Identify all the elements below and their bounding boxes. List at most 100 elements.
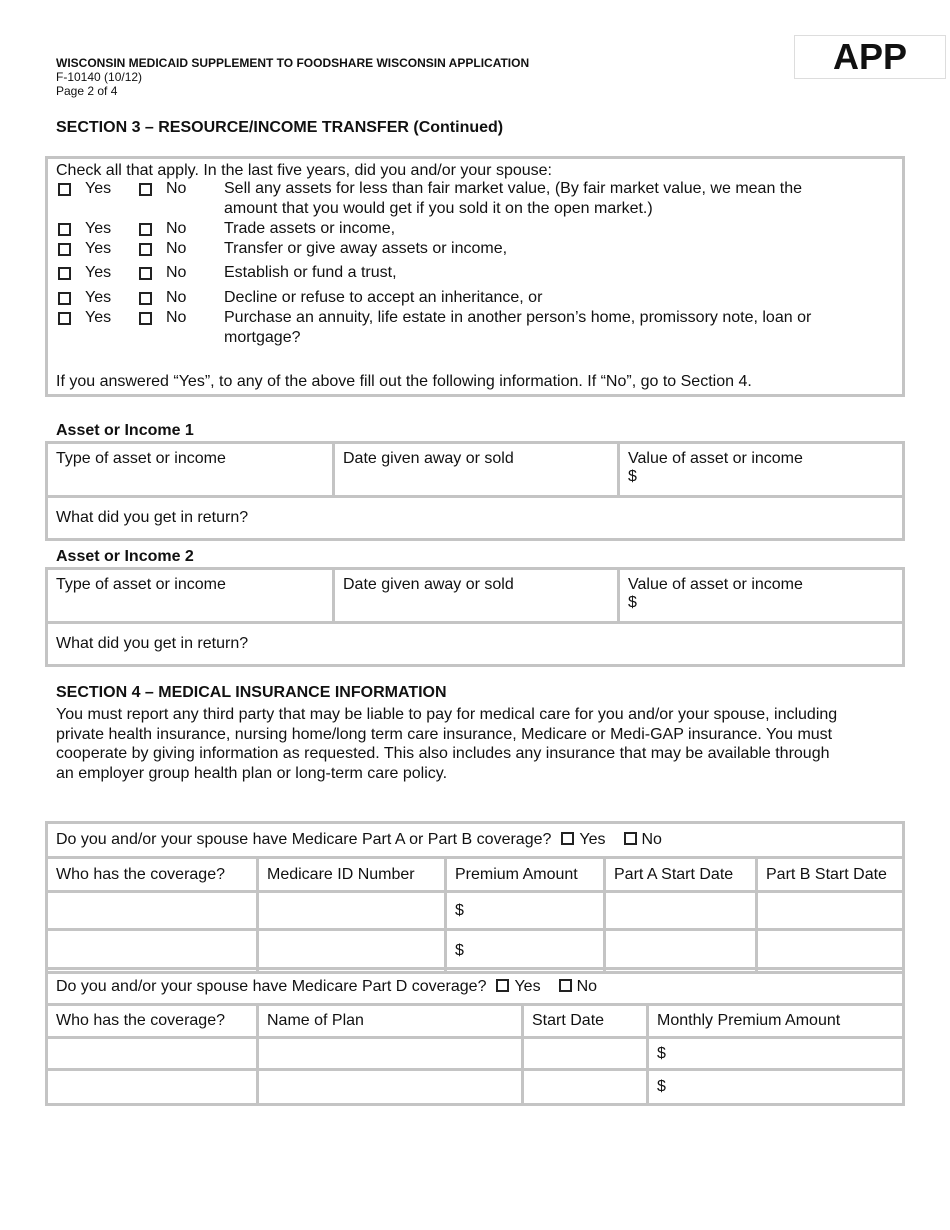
no-label: No bbox=[166, 180, 187, 197]
yes-checkbox[interactable] bbox=[58, 292, 71, 305]
page-number: Page 2 of 4 bbox=[56, 84, 118, 98]
asset2-table: Type of asset or income Date given away … bbox=[45, 567, 905, 667]
asset1-date-field[interactable]: Date given away or sold bbox=[332, 441, 620, 498]
part-b-date-field[interactable] bbox=[755, 928, 905, 974]
col-header: Monthly Premium Amount bbox=[646, 1003, 905, 1039]
label: What did you get in return? bbox=[56, 509, 249, 526]
start-date-field[interactable] bbox=[521, 1068, 649, 1106]
transfer-questions-box bbox=[45, 156, 905, 397]
medicare-id-field[interactable] bbox=[256, 890, 447, 931]
no-label: No bbox=[166, 289, 187, 306]
col-header: Start Date bbox=[521, 1003, 649, 1039]
monthly-premium-field[interactable]: $ bbox=[646, 1068, 905, 1106]
medicare-ab-question: Do you and/or your spouse have Medicare … bbox=[45, 821, 905, 859]
col-header: Part A Start Date bbox=[603, 856, 758, 893]
no-checkbox[interactable] bbox=[139, 292, 152, 305]
question-text: mortgage? bbox=[224, 329, 301, 346]
asset1-return-field[interactable]: What did you get in return? bbox=[45, 495, 905, 541]
no-checkbox[interactable] bbox=[139, 243, 152, 256]
col-header: Medicare ID Number bbox=[256, 856, 447, 893]
section4-title: SECTION 4 – MEDICAL INSURANCE INFORMATIO… bbox=[56, 684, 447, 701]
col-header: Name of Plan bbox=[256, 1003, 524, 1039]
question-text: Sell any assets for less than fair marke… bbox=[224, 180, 803, 197]
medicare-d-no-checkbox[interactable] bbox=[558, 978, 572, 992]
yes-checkbox[interactable] bbox=[58, 243, 71, 256]
section3-footer: If you answered “Yes”, to any of the abo… bbox=[56, 373, 752, 390]
plan-name-field[interactable] bbox=[256, 1036, 524, 1071]
no-label: No bbox=[166, 264, 187, 281]
para-line: an employer group health plan or long-te… bbox=[56, 765, 448, 783]
currency: $ bbox=[455, 901, 464, 919]
medicare-d-yes-checkbox[interactable] bbox=[496, 978, 510, 992]
label: Date given away or sold bbox=[343, 576, 514, 593]
medicare-ab-yes-checkbox[interactable] bbox=[561, 832, 575, 845]
label: No bbox=[641, 831, 662, 848]
asset2-type-field[interactable]: Type of asset or income bbox=[45, 567, 335, 624]
question-text: Trade assets or income, bbox=[224, 220, 396, 237]
yes-label: Yes bbox=[85, 240, 112, 257]
yes-label: Yes bbox=[85, 264, 112, 281]
para-line: cooperate by giving information as reque… bbox=[56, 745, 830, 763]
part-a-date-field[interactable] bbox=[603, 890, 758, 931]
col-header: Who has the coverage? bbox=[45, 856, 259, 893]
premium-field[interactable]: $ bbox=[444, 890, 606, 931]
label: Value of asset or income bbox=[628, 576, 803, 593]
label: Yes bbox=[579, 831, 606, 848]
medicare-ab-table: Do you and/or your spouse have Medicare … bbox=[45, 821, 905, 974]
question-text: Establish or fund a trust, bbox=[224, 264, 397, 281]
form-title: WISCONSIN MEDICAID SUPPLEMENT TO FOODSHA… bbox=[56, 56, 530, 70]
yes-checkbox[interactable] bbox=[58, 223, 71, 236]
premium-field[interactable]: $ bbox=[444, 928, 606, 974]
col-header: Who has the coverage? bbox=[45, 1003, 259, 1039]
no-label: No bbox=[166, 240, 187, 257]
col-header: Premium Amount bbox=[444, 856, 606, 893]
who-field[interactable] bbox=[45, 1036, 259, 1071]
asset1-table: Type of asset or income Date given away … bbox=[45, 441, 905, 541]
medicare-d-question: Do you and/or your spouse have Medicare … bbox=[45, 967, 905, 1006]
label: Type of asset or income bbox=[56, 450, 226, 467]
yes-checkbox[interactable] bbox=[58, 267, 71, 280]
asset2-value-field[interactable]: Value of asset or income $ bbox=[617, 567, 905, 624]
question-text: Transfer or give away assets or income, bbox=[224, 240, 508, 257]
start-date-field[interactable] bbox=[521, 1036, 649, 1071]
part-b-date-field[interactable] bbox=[755, 890, 905, 931]
no-label: No bbox=[166, 220, 187, 237]
yes-label: Yes bbox=[85, 180, 112, 197]
yes-label: Yes bbox=[85, 289, 112, 306]
asset1-type-field[interactable]: Type of asset or income bbox=[45, 441, 335, 498]
para-line: You must report any third party that may… bbox=[56, 706, 838, 723]
no-checkbox[interactable] bbox=[139, 312, 152, 325]
col-header: Part B Start Date bbox=[755, 856, 905, 893]
currency: $ bbox=[455, 942, 464, 959]
monthly-premium-field[interactable]: $ bbox=[646, 1036, 905, 1071]
label: What did you get in return? bbox=[56, 635, 249, 652]
who-field[interactable] bbox=[45, 890, 259, 931]
asset2-title: Asset or Income 2 bbox=[56, 548, 194, 565]
currency: $ bbox=[657, 1044, 666, 1062]
medicare-ab-no-checkbox[interactable] bbox=[623, 832, 637, 845]
label: Do you and/or your spouse have Medicare … bbox=[56, 977, 487, 995]
asset1-value-field[interactable]: Value of asset or income $ bbox=[617, 441, 905, 498]
no-checkbox[interactable] bbox=[139, 267, 152, 280]
app-badge: APP bbox=[794, 35, 946, 79]
yes-label: Yes bbox=[85, 309, 112, 326]
no-label: No bbox=[166, 309, 187, 326]
yes-checkbox[interactable] bbox=[58, 312, 71, 325]
medicare-d-table: Do you and/or your spouse have Medicare … bbox=[45, 967, 905, 1106]
form-number: F-10140 (10/12) bbox=[56, 70, 143, 84]
no-checkbox[interactable] bbox=[139, 223, 152, 236]
question-text: Decline or refuse to accept an inheritan… bbox=[224, 289, 543, 306]
currency: $ bbox=[628, 594, 637, 611]
label: Date given away or sold bbox=[343, 450, 514, 467]
currency: $ bbox=[657, 1078, 666, 1095]
label: No bbox=[576, 977, 598, 995]
asset2-return-field[interactable]: What did you get in return? bbox=[45, 621, 905, 667]
plan-name-field[interactable] bbox=[256, 1068, 524, 1106]
who-field[interactable] bbox=[45, 1068, 259, 1106]
para-line: private health insurance, nursing home/l… bbox=[56, 725, 833, 743]
label: Value of asset or income bbox=[628, 450, 803, 467]
currency: $ bbox=[628, 468, 637, 485]
no-checkbox[interactable] bbox=[139, 183, 152, 196]
yes-checkbox[interactable] bbox=[58, 183, 71, 196]
asset2-date-field[interactable]: Date given away or sold bbox=[332, 567, 620, 624]
